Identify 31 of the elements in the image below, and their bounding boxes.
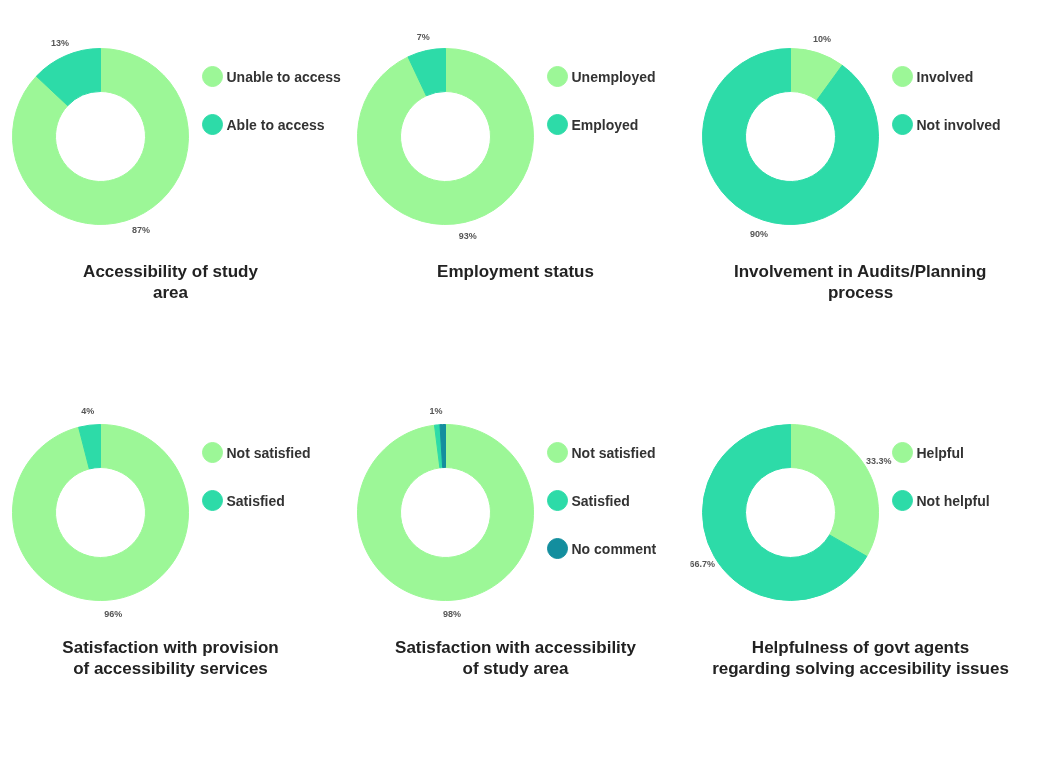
data-label: 87% [132, 225, 151, 236]
legend-label: Unemployed [571, 68, 656, 85]
legend-label: Involved [916, 68, 974, 85]
data-label: 98% [442, 609, 461, 620]
legend-label: Not satisfied [226, 444, 311, 461]
text: Satisfaction with accessibility of study area [395, 637, 637, 679]
text: Accessibility of study area [83, 261, 259, 303]
data-label: 4% [81, 406, 95, 417]
data-label: 13% [50, 37, 69, 48]
text: Helpfulness of govt agents regarding solving accesibility issues [712, 637, 1009, 679]
data-label: 1% [429, 405, 443, 416]
legend-label: No comment [571, 540, 657, 557]
legend-label: Not helpful [916, 492, 990, 509]
data-label: 7% [416, 31, 430, 42]
legend-label: Unable to access [226, 68, 342, 85]
legend-label: Satisfied [226, 492, 285, 509]
legend-label: Employed [571, 116, 639, 133]
data-label: 93% [458, 231, 477, 242]
text: Employment status [437, 261, 594, 281]
data-label: 33.3% [866, 456, 892, 467]
legend-label: Not involved [916, 116, 1001, 133]
legend-label: Satisfied [571, 492, 630, 509]
data-label: 96% [104, 608, 123, 619]
text: Involvement in Audits/Planning process [733, 261, 987, 303]
legend-label: Able to access [226, 116, 325, 133]
data-label: 66.7% [689, 558, 715, 569]
text: Satisfaction with provision of accessibility services [62, 637, 279, 679]
legend-label: Not satisfied [571, 444, 656, 461]
data-label: 90% [749, 228, 768, 239]
data-label: 10% [813, 34, 832, 45]
legend-label: Helpful [916, 444, 964, 461]
